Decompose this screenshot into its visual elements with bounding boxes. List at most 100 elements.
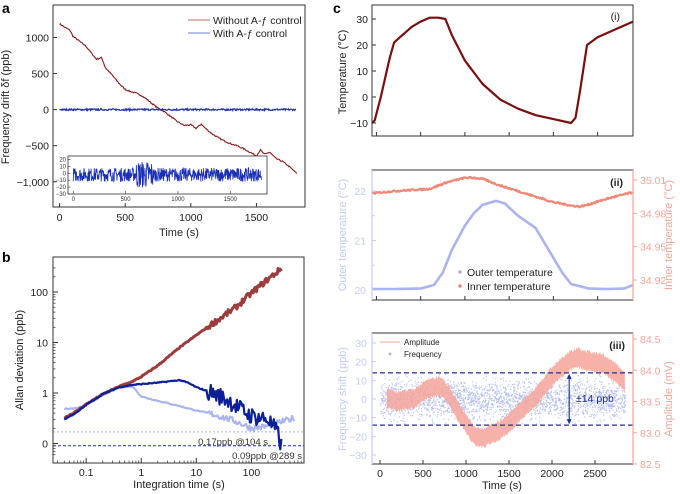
- frequency-point: [617, 415, 619, 417]
- frequency-point: [592, 402, 594, 404]
- frequency-point: [509, 404, 511, 406]
- frequency-point: [441, 405, 443, 407]
- frequency-point: [511, 404, 513, 406]
- frequency-point: [612, 382, 614, 384]
- frequency-point: [595, 378, 597, 380]
- frequency-point: [419, 403, 421, 406]
- frequency-point: [613, 402, 615, 404]
- frequency-point: [391, 389, 393, 391]
- frequency-point: [571, 409, 574, 412]
- frequency-point: [598, 374, 600, 376]
- frequency-point: [473, 386, 475, 388]
- frequency-point: [578, 381, 581, 383]
- frequency-point: [473, 402, 475, 404]
- frequency-point: [610, 405, 612, 407]
- frequency-point: [564, 380, 566, 382]
- frequency-point: [394, 389, 396, 391]
- frequency-point: [600, 401, 602, 403]
- frequency-point: [604, 386, 606, 388]
- frequency-point: [612, 396, 614, 399]
- frequency-point: [505, 389, 507, 391]
- frequency-point: [463, 402, 465, 404]
- frequency-point: [384, 394, 386, 396]
- frequency-point: [617, 407, 619, 409]
- frequency-point: [418, 406, 420, 409]
- frequency-point: [528, 391, 530, 393]
- frequency-point: [576, 388, 578, 391]
- frequency-point: [470, 401, 473, 403]
- frequency-point: [591, 413, 593, 415]
- frequency-point: [557, 397, 559, 399]
- frequency-point: [600, 381, 602, 383]
- frequency-point: [469, 395, 471, 397]
- frequency-point: [598, 406, 600, 408]
- frequency-point: [561, 402, 564, 404]
- frequency-point: [398, 376, 400, 378]
- frequency-point: [505, 405, 507, 407]
- frequency-point: [499, 410, 501, 412]
- frequency-point: [505, 402, 507, 404]
- frequency-point: [604, 397, 606, 399]
- frequency-point: [576, 390, 578, 392]
- frequency-point: [569, 410, 571, 412]
- frequency-point: [519, 387, 521, 389]
- frequency-point: [573, 415, 575, 417]
- frequency-point: [562, 403, 564, 405]
- frequency-point: [608, 408, 610, 410]
- frequency-point: [584, 400, 586, 402]
- frequency-point: [485, 419, 487, 421]
- frequency-point: [555, 408, 558, 410]
- frequency-point: [570, 410, 572, 412]
- y-tick-label-left: 22: [354, 186, 366, 198]
- frequency-point: [605, 405, 607, 407]
- y-tick-label-right: 83.5: [640, 397, 661, 409]
- frequency-point: [380, 412, 382, 414]
- frequency-point: [469, 393, 471, 395]
- panel-b-reference-lines: [53, 431, 304, 447]
- frequency-point: [578, 400, 580, 402]
- frequency-point: [459, 403, 462, 405]
- frequency-point: [595, 391, 597, 393]
- frequency-point: [484, 387, 486, 389]
- frequency-point: [415, 409, 417, 411]
- frequency-point: [509, 380, 511, 383]
- frequency-point: [550, 402, 552, 404]
- frequency-point: [583, 412, 585, 414]
- frequency-point: [446, 403, 448, 405]
- frequency-point: [557, 407, 559, 409]
- y-tick-label: 1: [42, 388, 48, 400]
- frequency-point: [398, 388, 400, 390]
- frequency-point: [518, 397, 520, 399]
- frequency-point: [616, 390, 618, 392]
- frequency-point: [593, 413, 595, 415]
- frequency-point: [518, 393, 521, 395]
- frequency-point: [496, 400, 498, 403]
- frequency-point: [554, 414, 556, 416]
- frequency-point: [501, 400, 504, 403]
- frequency-point: [384, 404, 387, 406]
- frequency-point: [418, 418, 420, 420]
- frequency-point: [470, 393, 472, 395]
- frequency-point: [599, 407, 601, 409]
- frequency-point: [613, 394, 615, 396]
- frequency-point: [505, 392, 507, 394]
- frequency-point: [442, 404, 444, 406]
- frequency-point: [494, 397, 496, 400]
- frequency-point: [534, 411, 536, 413]
- frequency-point: [384, 375, 386, 377]
- frequency-point: [488, 393, 490, 395]
- frequency-point: [497, 398, 499, 400]
- frequency-point: [472, 401, 474, 403]
- frequency-point: [586, 413, 588, 415]
- frequency-point: [485, 386, 487, 388]
- panel-c-iii-marks: [372, 347, 633, 449]
- frequency-point: [459, 396, 462, 398]
- frequency-point: [530, 413, 532, 415]
- frequency-point: [462, 399, 464, 401]
- frequency-point: [571, 413, 574, 415]
- frequency-point: [502, 401, 504, 404]
- frequency-point: [543, 398, 545, 400]
- frequency-point: [624, 411, 627, 413]
- inset-x-tick-label: 0: [72, 197, 76, 203]
